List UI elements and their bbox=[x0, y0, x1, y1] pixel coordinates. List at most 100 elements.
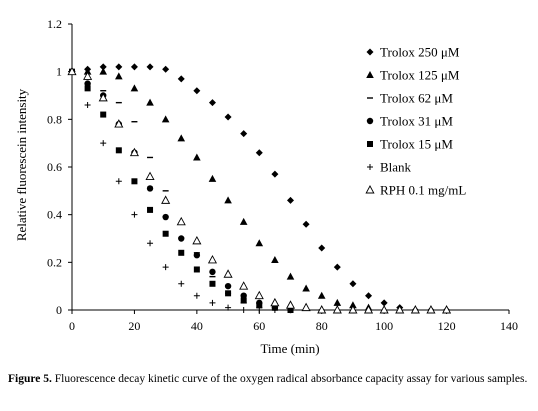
x-tick-label: 40 bbox=[191, 319, 203, 333]
data-point bbox=[302, 220, 310, 228]
data-point bbox=[129, 147, 139, 157]
data-point bbox=[333, 298, 342, 306]
data-point bbox=[115, 178, 122, 185]
legend-entry: Trolox 62 μM bbox=[367, 91, 453, 106]
data-point bbox=[349, 301, 357, 309]
legend-marker bbox=[365, 185, 375, 194]
series-triangle-open bbox=[67, 66, 452, 314]
data-point bbox=[146, 63, 154, 71]
legend-entry: Trolox 31 μM bbox=[366, 114, 453, 129]
data-point bbox=[178, 249, 185, 256]
legend-entry: Trolox 250 μM bbox=[366, 45, 460, 60]
data-point bbox=[271, 255, 279, 263]
data-point bbox=[99, 63, 107, 71]
x-tick-label: 0 bbox=[69, 319, 75, 333]
y-tick-label: 1 bbox=[56, 65, 62, 79]
y-axis-label: Relative fluorescein intensity bbox=[14, 88, 29, 241]
data-point bbox=[193, 153, 201, 161]
axes: 0 20 40 60 80 100 120 140 0 0.2 0.4 0.6 0.8 1 1.2 bbox=[47, 17, 518, 333]
data-point bbox=[162, 213, 169, 221]
y-tick-label: 1.2 bbox=[47, 17, 62, 31]
data-point bbox=[67, 66, 77, 76]
series-plus bbox=[69, 68, 294, 313]
data-marks bbox=[67, 63, 452, 314]
x-tick-label: 20 bbox=[128, 319, 140, 333]
data-point bbox=[223, 269, 233, 278]
data-point bbox=[332, 305, 342, 314]
data-point bbox=[84, 80, 91, 87]
legend-label: Blank bbox=[380, 160, 412, 175]
legend-label: Trolox 125 μM bbox=[380, 68, 460, 83]
y-tick-label: 0.8 bbox=[47, 112, 62, 126]
data-point bbox=[224, 113, 232, 121]
data-point bbox=[83, 67, 92, 75]
data-point bbox=[363, 305, 374, 314]
data-point bbox=[209, 280, 216, 287]
data-point bbox=[317, 305, 327, 314]
data-point bbox=[286, 272, 295, 280]
data-point bbox=[240, 307, 247, 313]
legend-marker bbox=[366, 117, 374, 125]
legend: Trolox 250 μM Trolox 125 μM Trolox 62 μM Tr… bbox=[365, 45, 466, 198]
data-point bbox=[317, 291, 326, 299]
legend-marker bbox=[366, 48, 374, 56]
data-point bbox=[84, 102, 91, 109]
data-point bbox=[255, 149, 263, 157]
data-point bbox=[114, 119, 124, 128]
legend-marker bbox=[367, 141, 373, 147]
legend-marker bbox=[366, 71, 374, 78]
legend-entry: Trolox 15 μM bbox=[367, 137, 453, 152]
data-point bbox=[270, 297, 280, 307]
data-point bbox=[239, 281, 249, 290]
data-point bbox=[224, 196, 232, 204]
x-axis-label: Time (min) bbox=[260, 341, 319, 356]
series-square bbox=[69, 68, 294, 313]
y-tick-label: 0.2 bbox=[47, 255, 62, 269]
series-dash bbox=[69, 70, 325, 311]
data-point bbox=[271, 307, 278, 313]
data-point bbox=[209, 268, 216, 276]
data-point bbox=[410, 305, 420, 314]
data-point bbox=[177, 75, 185, 83]
data-point bbox=[98, 92, 108, 102]
x-tick-label: 100 bbox=[375, 319, 393, 333]
figure-caption: Figure 5. Fluorescence decay kinetic cur… bbox=[8, 372, 532, 386]
y-tick-label: 0 bbox=[56, 303, 62, 317]
data-point bbox=[115, 72, 123, 80]
legend-label: RPH 0.1 mg/mL bbox=[380, 183, 466, 198]
data-point bbox=[176, 216, 186, 226]
legend-entry: Trolox 125 μM bbox=[366, 68, 460, 83]
data-point bbox=[207, 255, 218, 264]
data-point bbox=[287, 196, 294, 204]
data-point bbox=[239, 217, 248, 225]
data-point bbox=[349, 280, 357, 288]
data-point bbox=[131, 178, 138, 185]
data-point bbox=[255, 239, 264, 247]
legend-label: Trolox 62 μM bbox=[380, 91, 453, 106]
data-point bbox=[162, 230, 169, 237]
data-point bbox=[178, 235, 185, 242]
figure-caption-text: Fluorescence decay kinetic curve of the … bbox=[54, 373, 528, 385]
data-point bbox=[100, 111, 107, 118]
legend-label: Trolox 31 μM bbox=[380, 114, 453, 129]
data-point bbox=[146, 185, 154, 192]
data-point bbox=[442, 305, 452, 314]
figure-label: Figure 5. bbox=[8, 373, 52, 385]
data-point bbox=[333, 263, 341, 271]
data-point bbox=[302, 284, 310, 292]
data-point bbox=[193, 87, 201, 95]
data-point bbox=[193, 251, 201, 259]
data-point bbox=[395, 305, 405, 314]
data-point bbox=[162, 264, 169, 271]
y-tick-label: 0.6 bbox=[47, 160, 62, 174]
x-tick-label: 120 bbox=[438, 319, 456, 333]
data-point bbox=[318, 244, 326, 252]
data-point bbox=[225, 304, 232, 311]
data-point bbox=[162, 65, 170, 73]
data-point bbox=[301, 302, 311, 312]
legend-entry: Blank bbox=[367, 160, 412, 175]
data-point bbox=[145, 171, 155, 180]
data-point bbox=[256, 302, 263, 309]
data-point bbox=[178, 280, 185, 287]
x-tick-label: 80 bbox=[316, 319, 328, 333]
